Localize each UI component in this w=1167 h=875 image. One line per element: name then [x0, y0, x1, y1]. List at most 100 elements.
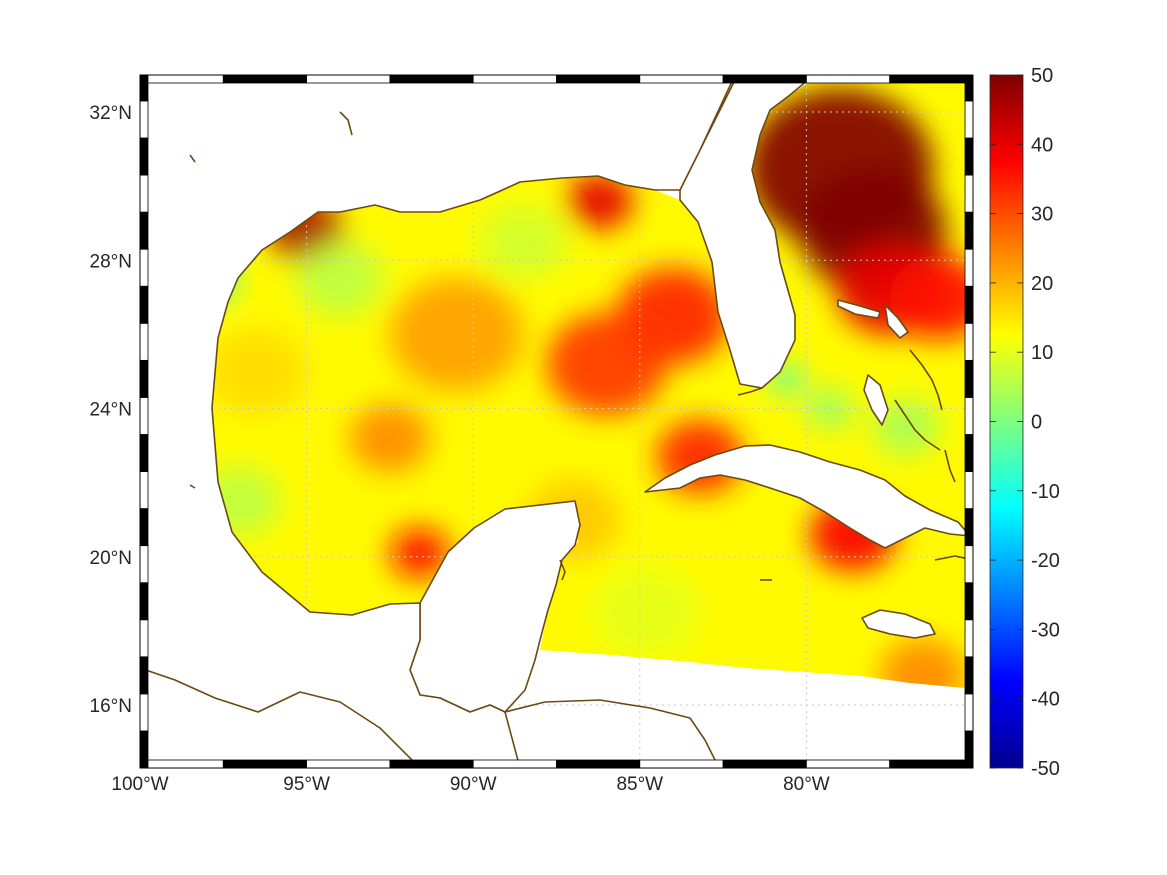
central-america-coast	[140, 667, 421, 768]
frame-segment-right	[964, 434, 974, 472]
frame-segment-top	[639, 74, 724, 84]
frame-segment-top	[389, 74, 474, 84]
long-island-bahamas	[944, 449, 956, 483]
frame-segment-right	[964, 582, 974, 621]
frame-outline	[139, 74, 974, 769]
colorbar-ticks: 50 40 30 20 10 0 -10 -20 -30 -40 -50	[990, 65, 1060, 780]
frame-segment-right	[964, 211, 974, 250]
map-frame	[139, 74, 974, 769]
colorbar-tick-label: -20	[1031, 550, 1060, 572]
frame-segment-bottom	[806, 759, 891, 769]
lon-tick-label: 85°W	[616, 774, 663, 795]
colorbar-tick-label: -10	[1031, 481, 1060, 503]
frame-segment-left	[139, 285, 149, 324]
jamaica-island	[861, 609, 936, 639]
frame-segment-right	[964, 508, 974, 547]
colorbar-tick-label: 40	[1031, 134, 1053, 156]
colorbar-tick-label: 10	[1031, 342, 1053, 364]
frame-segment-top	[806, 74, 891, 84]
field-hotspot	[296, 242, 384, 316]
cay-north	[339, 111, 353, 136]
frame-segment-bottom	[306, 759, 391, 769]
frame-segment-right	[964, 322, 974, 361]
frame-segment-right	[964, 248, 974, 287]
frame-segment-bottom	[722, 759, 807, 769]
lon-tick-label: 95°W	[283, 774, 330, 795]
andros-island	[863, 374, 889, 426]
frame-segment-right	[964, 100, 974, 139]
frame-segment-bottom	[556, 759, 641, 769]
frame-segment-bottom	[889, 759, 974, 769]
frame-segment-left	[139, 619, 149, 658]
field-hotspot	[212, 328, 307, 414]
frame-segment-left	[139, 248, 149, 287]
frame-segment-right	[964, 74, 974, 102]
frame-segment-left	[139, 471, 149, 509]
frame-segment-top	[222, 74, 308, 84]
lat-tick-label: 28°N	[90, 251, 132, 272]
frame-segment-left	[139, 545, 149, 584]
colorbar-tick-label: -50	[1031, 758, 1060, 780]
frame-segment-left	[139, 508, 149, 547]
frame-segment-right	[964, 545, 974, 584]
frame-segment-top	[472, 74, 557, 84]
florida-keys	[737, 387, 763, 396]
frame-segment-left	[139, 100, 149, 139]
lon-tick-label: 90°W	[450, 774, 497, 795]
lon-tick-label: 80°W	[783, 774, 830, 795]
frame-segment-right	[964, 174, 974, 213]
lat-tick-label: 24°N	[90, 400, 132, 421]
field-hotspot	[806, 388, 854, 429]
frame-segment-right	[964, 285, 974, 324]
coastlines	[140, 75, 973, 768]
frame-segment-right	[964, 471, 974, 509]
honduras-coast	[504, 699, 716, 761]
frame-segment-left	[139, 693, 149, 732]
frame-segment-bottom	[639, 759, 724, 769]
lat-tick-label: 32°N	[90, 103, 132, 124]
exuma-chain	[894, 399, 941, 451]
frame-segment-right	[964, 397, 974, 435]
us-gulf-coast	[140, 75, 736, 768]
field-hotspot	[593, 567, 700, 658]
frame-segment-top	[722, 74, 807, 84]
frame-segment-right	[964, 619, 974, 658]
cuba-island	[644, 444, 971, 549]
field-hotspot	[389, 277, 524, 392]
colorbar-tick-label: 0	[1031, 412, 1042, 434]
field-hotspot	[566, 172, 634, 230]
eleuthera-island	[909, 349, 943, 411]
abaco-island	[884, 304, 909, 339]
colorbar: 50 40 30 20 10 0 -10 -20 -30 -40 -50	[989, 65, 1060, 780]
frame-segment-left	[139, 74, 149, 102]
frame-segment-left	[139, 359, 149, 398]
frame-segment-top	[139, 74, 224, 84]
frame-segment-top	[306, 74, 391, 84]
colorbar-tick-label: 20	[1031, 273, 1053, 295]
frame-segment-left	[139, 656, 149, 695]
longitude-labels: 100°W 95°W 90°W 85°W 80°W	[111, 774, 829, 795]
field-hotspot	[479, 204, 567, 279]
frame-segment-left	[139, 322, 149, 361]
field-hotspot	[349, 404, 430, 473]
cay-west	[189, 154, 196, 163]
frame-segment-left	[139, 434, 149, 472]
frame-segment-right	[964, 656, 974, 695]
cozumel-island	[559, 559, 566, 581]
lon-tick-label: 100°W	[111, 774, 168, 795]
field-hotspot	[546, 313, 667, 416]
frame-segment-right	[964, 359, 974, 398]
frame-segment-left	[139, 211, 149, 250]
frame-segment-right	[964, 730, 974, 769]
cay-mexico	[189, 484, 196, 489]
frame-segment-bottom	[389, 759, 474, 769]
grand-bahama	[837, 299, 881, 319]
colorbar-tick-label: 30	[1031, 204, 1053, 226]
frame-segment-right	[964, 693, 974, 732]
frame-segment-left	[139, 397, 149, 435]
frame-segment-left	[139, 730, 149, 769]
frame-segment-top	[556, 74, 641, 84]
colorbar-tick-label: 50	[1031, 65, 1053, 87]
lat-tick-label: 20°N	[90, 548, 132, 569]
